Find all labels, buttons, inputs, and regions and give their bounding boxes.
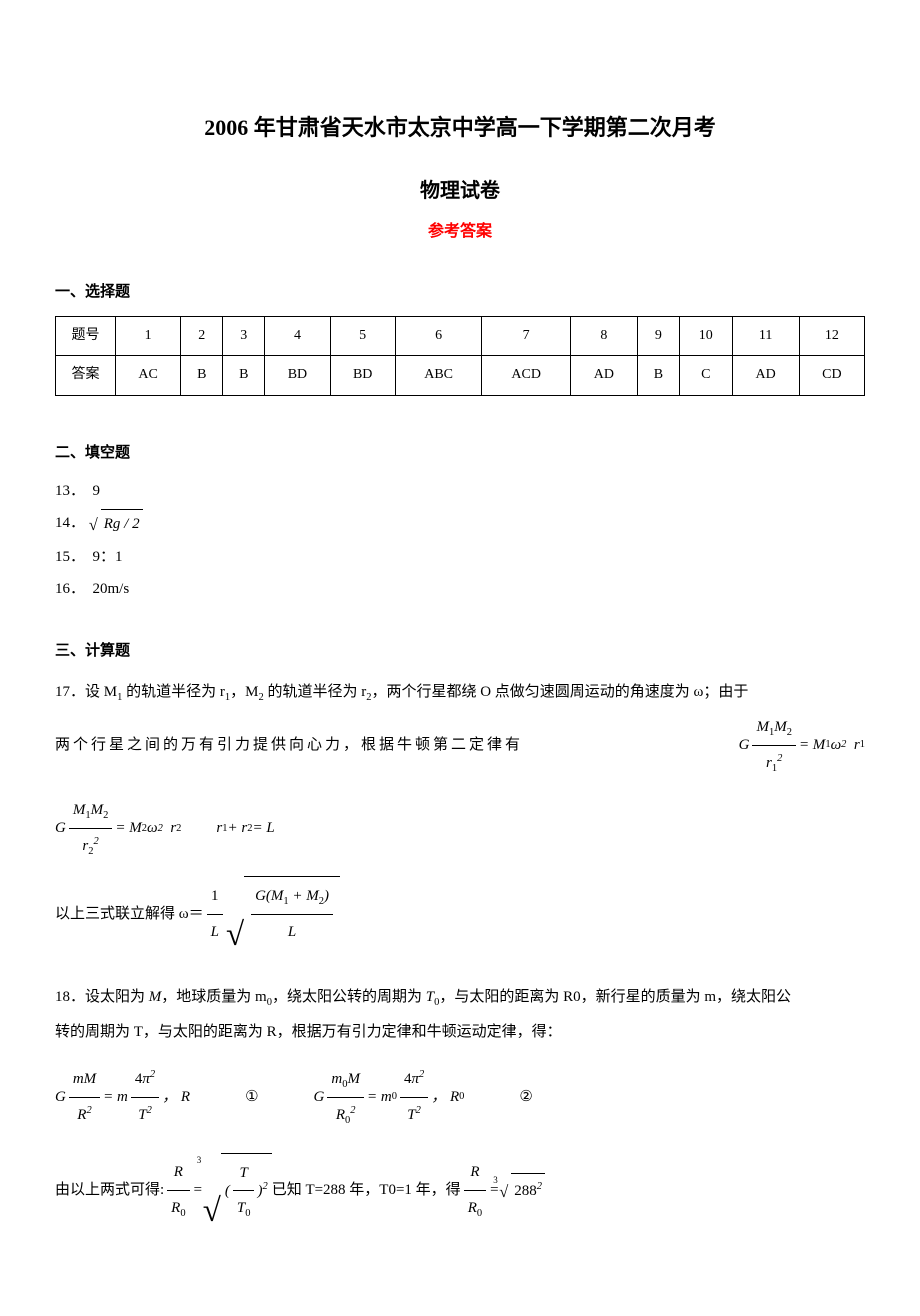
answer-key-label: 参考答案: [55, 219, 865, 245]
q13-val: 9: [93, 483, 101, 499]
q16-val: 20m/s: [93, 581, 130, 597]
table-cell: B: [223, 356, 265, 395]
section-3-heading: 三、计算题: [55, 639, 865, 663]
q18-result-eq: RR0 = 3√(TT0)2: [164, 1153, 272, 1229]
table-cell: AD: [570, 356, 637, 395]
q18-text: 设太阳为: [85, 989, 149, 1005]
q18-eq1: GmMR2 = m4π2T2， R: [55, 1062, 190, 1132]
q18-text: ，与太阳的距离为 R0，新行星的质量为 m，绕太阳公: [439, 989, 791, 1005]
q14-num: 14．: [55, 515, 85, 531]
q15-val: 9：1: [93, 549, 123, 565]
table-cell: 9: [637, 316, 679, 355]
table-cell: ACD: [482, 356, 570, 395]
fill-blank-answers: 13． 9 14． Rg / 2 15． 9：1 16． 20m/s: [55, 477, 865, 604]
table-cell: ABC: [395, 356, 482, 395]
q18-eq2: Gm0MR02 = m04π2T2， R0: [314, 1062, 465, 1133]
q17-eq1: GM1M2r12 = M1ω2 r1: [739, 710, 865, 781]
table-cell: 6: [395, 316, 482, 355]
row-label: 题号: [56, 316, 116, 355]
document-subtitle: 物理试卷: [55, 175, 865, 207]
q16-num: 16．: [55, 581, 85, 597]
table-cell: 3: [223, 316, 265, 355]
q14: 14． Rg / 2: [55, 509, 865, 539]
table-row: 答案 AC B B BD BD ABC ACD AD B C AD CD: [56, 356, 865, 395]
q17-text: ，两个行星都绕 O 点做匀速圆周运动的角速度为 ω；由于: [371, 684, 748, 700]
q17-eq2: GM1M2r22 = M2ω2 r2: [55, 793, 181, 864]
answer-table: 题号 1 2 3 4 5 6 7 8 9 10 11 12 答案 AC B B …: [55, 316, 865, 396]
q17-text: 设 M: [85, 684, 117, 700]
table-cell: CD: [799, 356, 864, 395]
section-2-heading: 二、填空题: [55, 441, 865, 465]
table-cell: 12: [799, 316, 864, 355]
q17-result: 1L √G(M1 + M2)L: [204, 876, 340, 952]
q17: 17．设 M1 的轨道半径为 r1，M2 的轨道半径为 r2，两个行星都绕 O …: [55, 675, 865, 952]
q18-text: 转的周期为 T，与太阳的距离为 R，根据万有引力定律和牛顿运动定律，得：: [55, 1024, 562, 1040]
q17-solve-text: 以上三式联立解得 ω＝: [55, 897, 204, 932]
q17-text: 的轨道半径为 r: [122, 684, 225, 700]
q18-text: ，绕太阳公转的周期为: [272, 989, 426, 1005]
eq-number-2: ②: [519, 1080, 532, 1115]
q17-num: 17．: [55, 684, 85, 700]
table-cell: 4: [265, 316, 330, 355]
table-cell: C: [679, 356, 732, 395]
table-cell: AC: [116, 356, 181, 395]
table-cell: 5: [330, 316, 395, 355]
q13: 13． 9: [55, 477, 865, 506]
q14-formula: Rg / 2: [89, 509, 143, 539]
q18-final: RR0 = 32882: [461, 1155, 545, 1226]
table-cell: B: [637, 356, 679, 395]
table-cell: AD: [732, 356, 799, 395]
table-cell: 8: [570, 316, 637, 355]
table-cell: B: [181, 356, 223, 395]
table-row: 题号 1 2 3 4 5 6 7 8 9 10 11 12: [56, 316, 865, 355]
table-cell: 11: [732, 316, 799, 355]
eq-number-1: ①: [245, 1080, 258, 1115]
section-1-heading: 一、选择题: [55, 280, 865, 304]
q17-text: 的轨道半径为 r: [264, 684, 367, 700]
q18-text: ，地球质量为 m: [161, 989, 266, 1005]
document-title: 2006 年甘肃省天水市太京中学高一下学期第二次月考: [55, 110, 865, 145]
q18: 18．设太阳为 M，地球质量为 m0，绕太阳公转的周期为 T0，与太阳的距离为 …: [55, 980, 865, 1229]
q18-known-text: 已知 T=288 年，T0=1 年，得: [272, 1173, 461, 1208]
row-label: 答案: [56, 356, 116, 395]
q15: 15． 9：1: [55, 543, 865, 572]
q16: 16． 20m/s: [55, 575, 865, 604]
q15-num: 15．: [55, 549, 85, 565]
table-cell: 10: [679, 316, 732, 355]
q17-eq3: r1 + r2 = L: [216, 811, 274, 846]
q18-num: 18．: [55, 989, 85, 1005]
q18-result-text: 由以上两式可得:: [55, 1173, 164, 1208]
q17-text: ，M: [230, 684, 258, 700]
q17-eq-row: GM1M2r22 = M2ω2 r2 r1 + r2 = L: [55, 793, 865, 864]
table-cell: BD: [330, 356, 395, 395]
table-cell: 1: [116, 316, 181, 355]
table-cell: 2: [181, 316, 223, 355]
q13-num: 13．: [55, 483, 85, 499]
table-cell: BD: [265, 356, 330, 395]
q17-text: 两个行星之间的万有引力提供向心力，根据牛顿第二定律有: [55, 728, 523, 763]
q18-eq-row: GmMR2 = m4π2T2， R ① Gm0MR02 = m04π2T2， R…: [55, 1062, 865, 1133]
table-cell: 7: [482, 316, 570, 355]
